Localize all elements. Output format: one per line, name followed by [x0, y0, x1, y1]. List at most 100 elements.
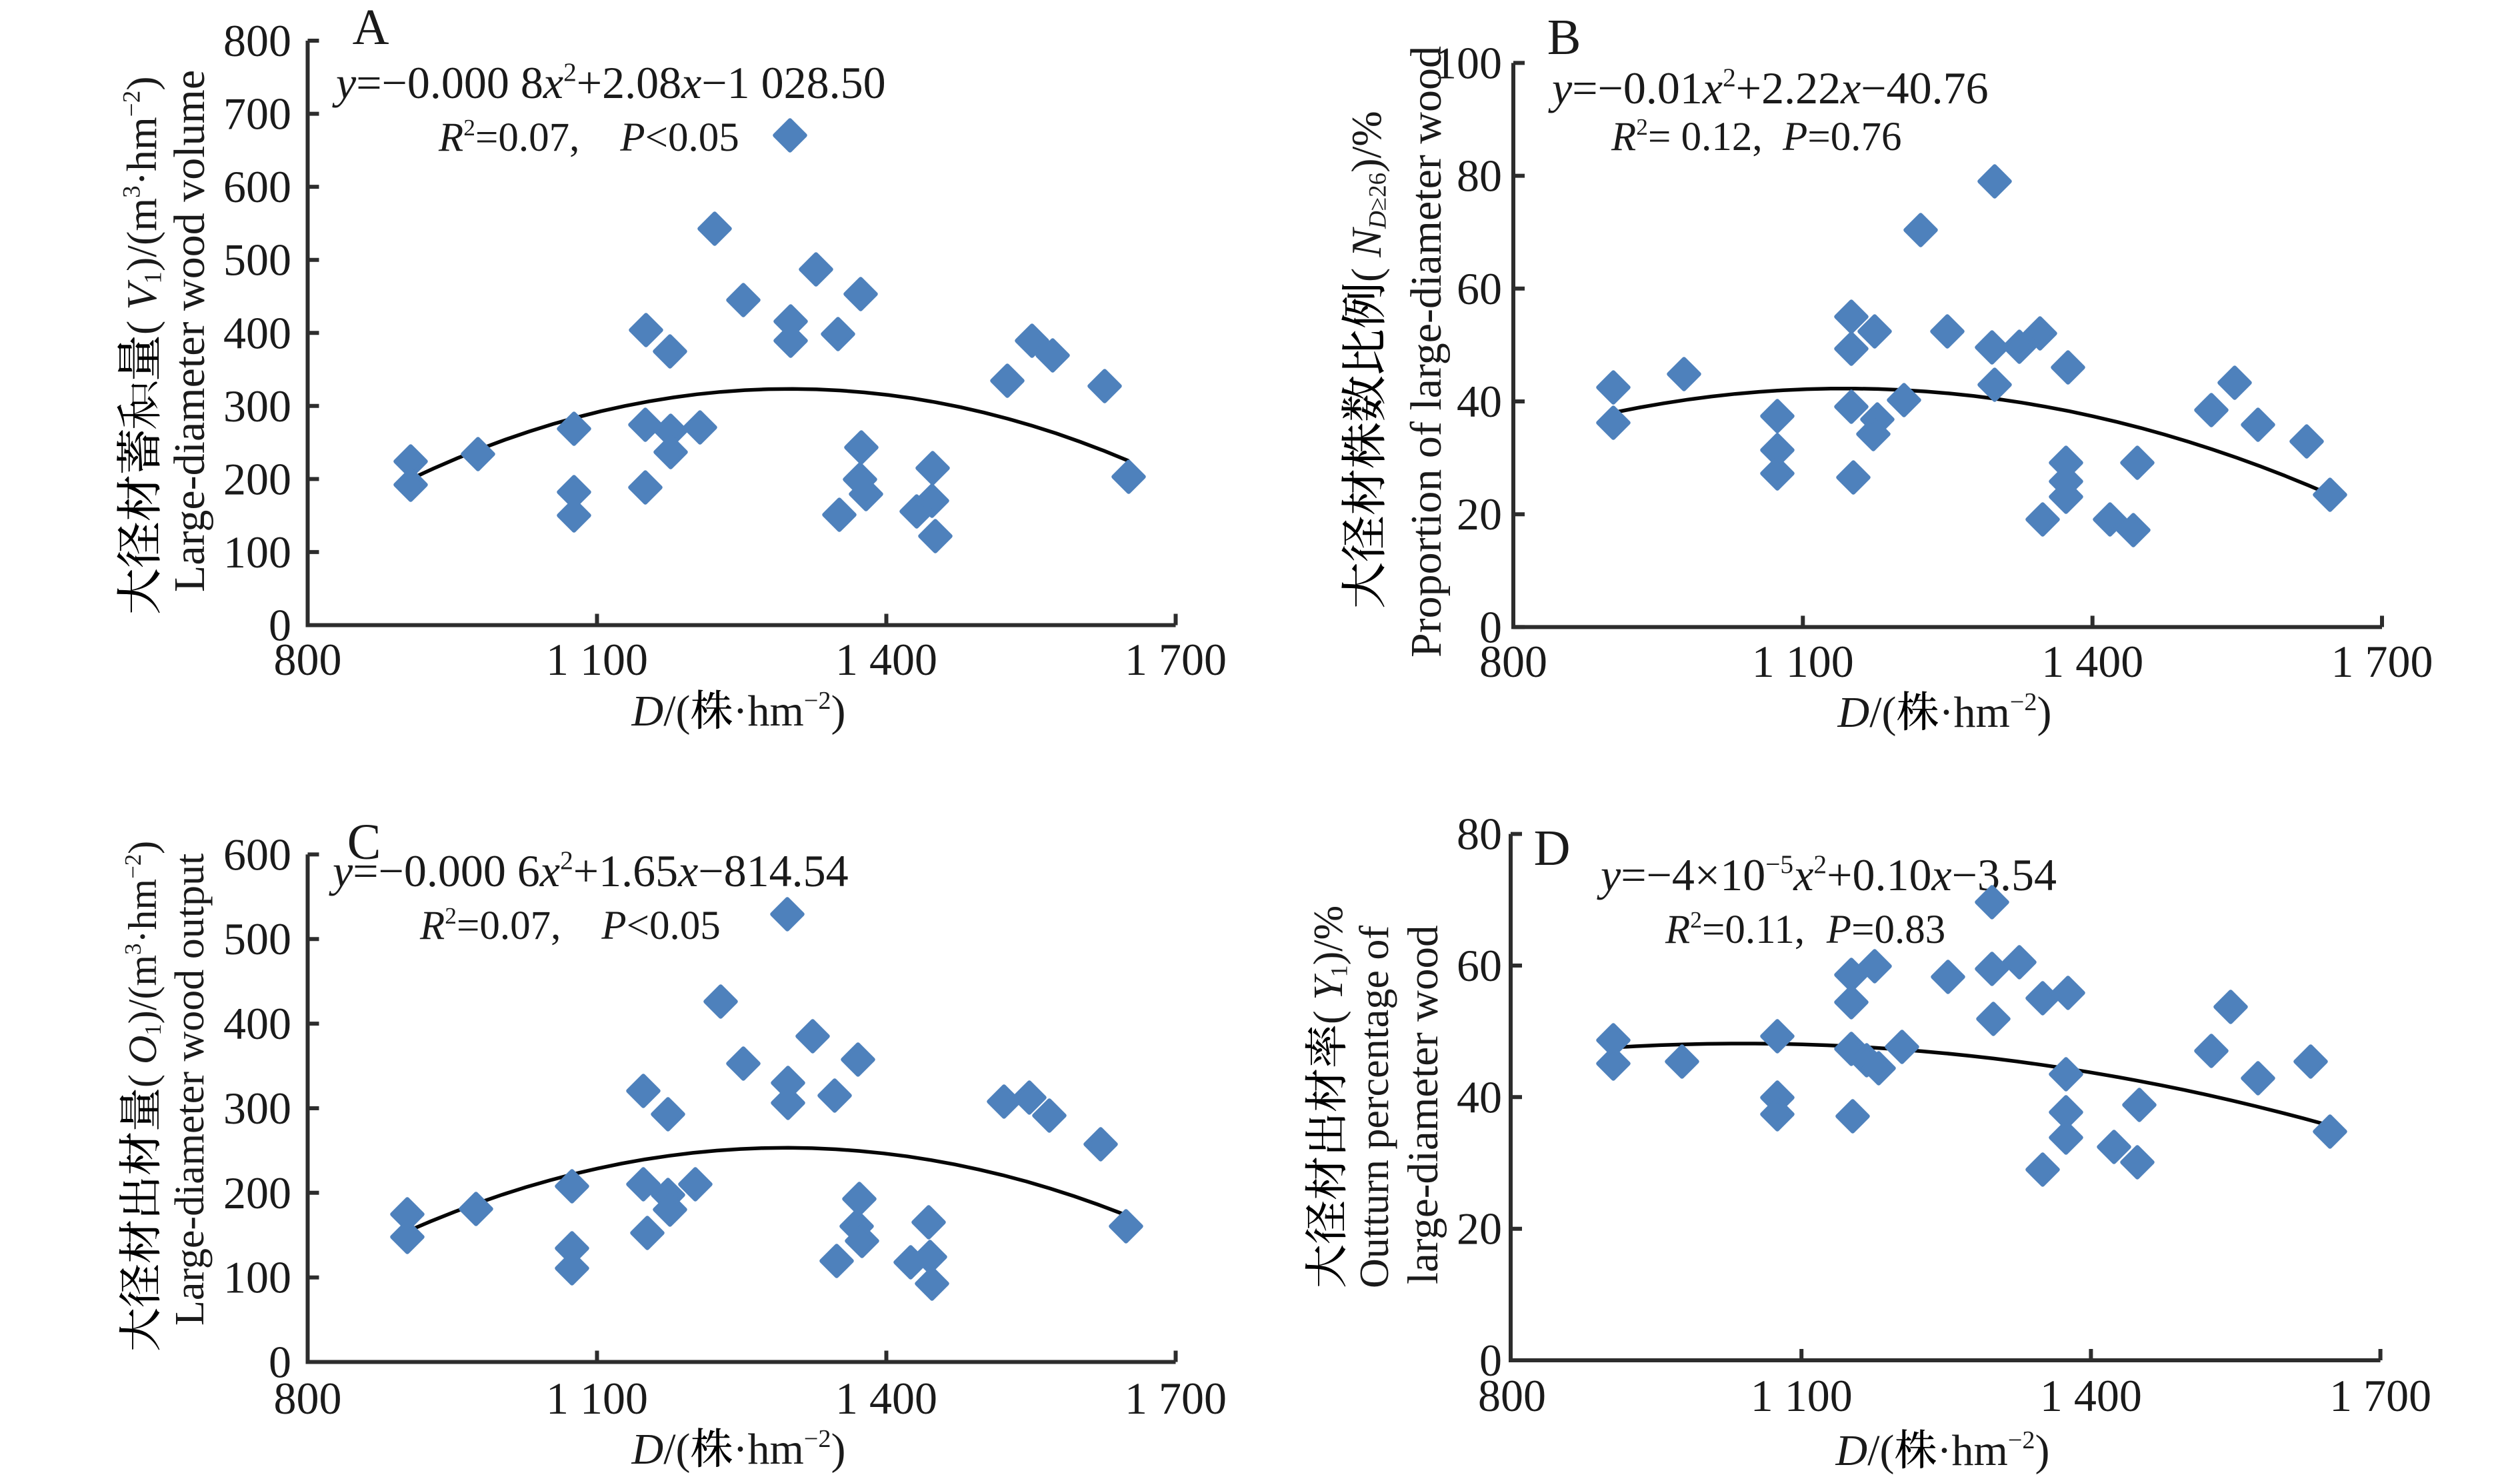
svg-text:Y: Y	[1306, 974, 1351, 1000]
svg-text:=−0.000 6: =−0.000 6	[353, 846, 540, 896]
svg-text:·hm: ·hm	[1939, 688, 2010, 737]
svg-text:2: 2	[445, 902, 457, 929]
svg-text:−2: −2	[119, 91, 146, 117]
svg-text:600: 600	[223, 161, 291, 212]
svg-text:800: 800	[223, 15, 291, 66]
svg-text:−2: −2	[120, 854, 146, 879]
svg-text:400: 400	[223, 998, 291, 1049]
svg-text:=−4×10: =−4×10	[1621, 850, 1765, 900]
svg-text:)/%: )/%	[1343, 111, 1390, 172]
svg-text:(: (	[1343, 268, 1390, 282]
svg-text:800: 800	[1478, 1370, 1546, 1421]
svg-text:2: 2	[1636, 113, 1648, 140]
svg-text:1: 1	[140, 1024, 166, 1035]
svg-text:−1 028.50: −1 028.50	[701, 57, 885, 108]
svg-text:x: x	[677, 846, 698, 896]
svg-text:+2.08: +2.08	[577, 57, 681, 108]
svg-text:P: P	[619, 115, 645, 160]
svg-text:R: R	[1665, 908, 1690, 952]
svg-text:20: 20	[1457, 1204, 1502, 1254]
svg-text:x: x	[543, 57, 563, 108]
svg-text:y: y	[329, 846, 353, 896]
svg-text:=0.07,: =0.07,	[457, 904, 561, 948]
svg-text:100: 100	[223, 1252, 291, 1303]
svg-text:D: D	[631, 1425, 664, 1474]
svg-text:700: 700	[223, 89, 291, 139]
svg-text:): )	[118, 76, 165, 90]
svg-text:(: (	[1306, 1010, 1351, 1024]
svg-text:/(: /(	[663, 687, 690, 735]
svg-text:·hm: ·hm	[733, 687, 804, 735]
svg-text:+0.10: +0.10	[1827, 850, 1931, 900]
svg-text:): )	[831, 1425, 846, 1474]
svg-text:): )	[2037, 688, 2052, 737]
svg-text:40: 40	[1457, 1072, 1502, 1122]
svg-text:−5: −5	[1765, 850, 1793, 879]
svg-text:/(: /(	[663, 1425, 690, 1474]
svg-text:−40.76: −40.76	[1861, 63, 1988, 113]
svg-text:y: y	[1597, 850, 1621, 900]
svg-text:y: y	[332, 57, 357, 108]
svg-text:·hm: ·hm	[1937, 1426, 2008, 1475]
svg-text:)/(m: )/(m	[118, 198, 165, 271]
svg-text:0: 0	[269, 1337, 291, 1388]
svg-text:2: 2	[1690, 906, 1702, 933]
svg-text:R: R	[1611, 115, 1636, 159]
svg-text:1 700: 1 700	[1125, 1373, 1227, 1424]
svg-text:(: (	[118, 321, 165, 335]
svg-text:<0.05: <0.05	[627, 904, 721, 948]
svg-text:=0.07,: =0.07,	[475, 115, 579, 160]
svg-text:0: 0	[1479, 601, 1502, 652]
svg-text:large-diameter wood: large-diameter wood	[1399, 926, 1447, 1284]
svg-text:3: 3	[119, 185, 146, 198]
svg-text:)/%: )/%	[1306, 906, 1351, 966]
svg-text:D: D	[1837, 688, 1870, 737]
svg-text:200: 200	[223, 453, 291, 504]
svg-text:1: 1	[1325, 965, 1352, 977]
svg-text:·hm: ·hm	[121, 879, 165, 944]
svg-text:−2: −2	[2008, 1426, 2035, 1454]
svg-text:·hm: ·hm	[118, 117, 165, 185]
svg-text:x: x	[539, 846, 560, 896]
svg-text:1 700: 1 700	[2331, 636, 2433, 687]
svg-text:=0.11,: =0.11,	[1702, 908, 1805, 952]
svg-text:0: 0	[1479, 1335, 1502, 1386]
svg-text:1 100: 1 100	[546, 634, 648, 685]
svg-text:P: P	[1826, 908, 1851, 952]
svg-text:−3.54: −3.54	[1952, 850, 2057, 900]
svg-text:2: 2	[1813, 850, 1827, 879]
svg-text:80: 80	[1457, 809, 1502, 860]
svg-text:): )	[121, 841, 165, 854]
svg-text:−2: −2	[804, 1425, 831, 1453]
svg-text:P: P	[601, 904, 626, 948]
svg-text:100: 100	[223, 527, 291, 577]
svg-text:60: 60	[1457, 263, 1502, 314]
svg-text:600: 600	[223, 829, 291, 880]
svg-text:=−0.000 8: =−0.000 8	[356, 57, 543, 108]
svg-text:200: 200	[223, 1168, 291, 1218]
svg-text:·hm: ·hm	[733, 1425, 804, 1474]
svg-text:C: C	[347, 814, 381, 870]
svg-text:V: V	[118, 279, 165, 310]
svg-text:−2: −2	[2010, 688, 2037, 716]
svg-text:0: 0	[269, 600, 291, 651]
svg-text:+1.65: +1.65	[573, 846, 678, 896]
svg-text:D: D	[1534, 820, 1571, 876]
svg-text:R: R	[419, 904, 445, 948]
svg-text:1 700: 1 700	[2329, 1370, 2431, 1421]
svg-text:(: (	[121, 1074, 165, 1088]
svg-text:1 400: 1 400	[835, 634, 937, 685]
svg-text:2: 2	[1723, 63, 1736, 92]
svg-text:D: D	[1835, 1426, 1868, 1475]
svg-text:2: 2	[463, 114, 475, 141]
svg-text:x: x	[1840, 63, 1861, 113]
svg-text:)/(m: )/(m	[121, 955, 165, 1024]
svg-text:2: 2	[563, 57, 577, 87]
svg-text:400: 400	[223, 307, 291, 358]
svg-text:/(: /(	[1867, 1426, 1894, 1475]
svg-text:3: 3	[120, 944, 146, 955]
svg-text:x: x	[1931, 850, 1951, 900]
svg-text:D: D	[1365, 211, 1392, 229]
svg-text:40: 40	[1457, 376, 1502, 427]
svg-text:<0.05: <0.05	[645, 115, 739, 160]
